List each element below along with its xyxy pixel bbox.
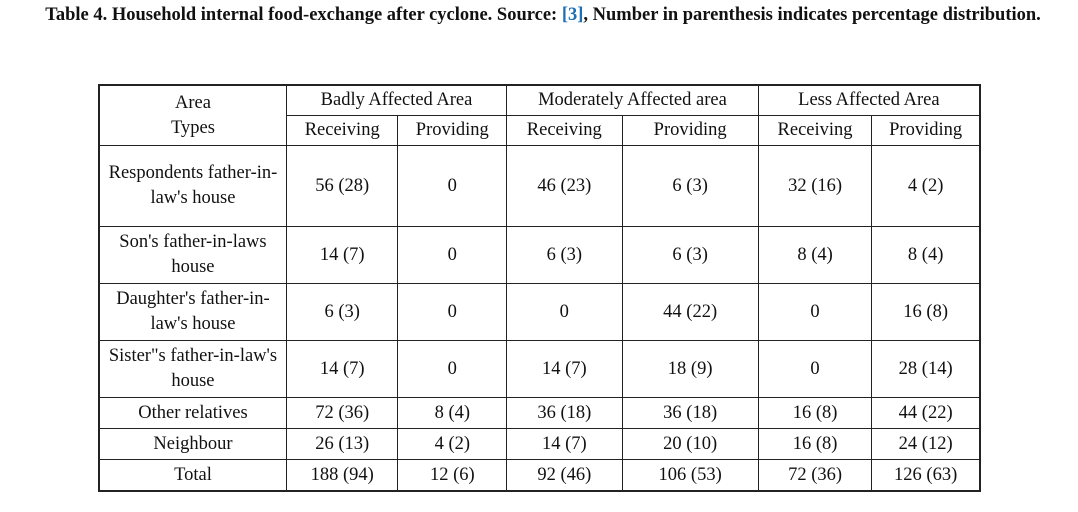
table-cell: 12 (6) (397, 459, 508, 492)
table-cell: 4 (2) (871, 145, 981, 227)
header-row-sub: Receiving Providing Receiving Providing … (99, 115, 981, 146)
table-cell: 0 (506, 283, 623, 341)
row-label: Son's father-in-laws house (98, 226, 287, 284)
subheader-cell: Receiving (285, 115, 399, 146)
table-cell: 0 (757, 340, 873, 398)
subheader-cell: Providing (397, 115, 508, 146)
table-cell: 6 (3) (621, 226, 759, 284)
table-cell: 20 (10) (621, 428, 759, 460)
subheader-cell: Receiving (506, 115, 623, 146)
group-header-badly: Badly Affected Area (285, 84, 508, 116)
table-cell: 16 (8) (757, 428, 873, 460)
table-row: Respondents father-in-law's house 56 (28… (98, 145, 981, 227)
table-cell: 72 (36) (757, 459, 873, 492)
group-header-moderately: Moderately Affected area (506, 84, 759, 116)
table-cell: 106 (53) (621, 459, 759, 492)
table-row: Other relatives 72 (36) 8 (4) 36 (18) 36… (98, 397, 981, 429)
table-cell: 28 (14) (871, 340, 981, 398)
area-header-line1: Area (174, 92, 211, 113)
row-label: Respondents father-in-law's house (98, 145, 287, 227)
group-header-less: Less Affected Area (757, 84, 981, 116)
table-cell: 0 (397, 226, 508, 284)
table-cell: 126 (63) (871, 459, 981, 492)
table-cell: 6 (3) (621, 145, 759, 227)
table-cell: 14 (7) (506, 340, 623, 398)
row-label: Total (98, 459, 287, 492)
table-cell: 56 (28) (285, 145, 399, 227)
table-cell: 16 (8) (871, 283, 981, 341)
row-label: Other relatives (98, 397, 287, 429)
table-row: Daughter's father-in-law's house 6 (3) 0… (98, 283, 981, 341)
table-cell: 0 (397, 145, 508, 227)
table-row-total: Total 188 (94) 12 (6) 92 (46) 106 (53) 7… (98, 459, 981, 492)
table-cell: 24 (12) (871, 428, 981, 460)
subheader-cell: Receiving (757, 115, 873, 146)
caption-prefix: Table 4. Household internal food-exchang… (45, 5, 562, 25)
table-cell: 72 (36) (285, 397, 399, 429)
table-cell: 0 (397, 340, 508, 398)
caption-suffix: , Number in parenthesis indicates percen… (583, 5, 1041, 25)
table-cell: 14 (7) (285, 340, 399, 398)
table-cell: 6 (3) (506, 226, 623, 284)
food-exchange-table: Area Types Badly Affected Area Moderatel… (98, 84, 981, 492)
table-cell: 44 (22) (871, 397, 981, 429)
subheader-cell: Providing (871, 115, 981, 146)
table-cell: 188 (94) (285, 459, 399, 492)
table-cell: 46 (23) (506, 145, 623, 227)
table-cell: 8 (4) (757, 226, 873, 284)
table-cell: 18 (9) (621, 340, 759, 398)
table-row: Neighbour 26 (13) 4 (2) 14 (7) 20 (10) 1… (98, 428, 981, 460)
header-row-groups: Area Types Badly Affected Area Moderatel… (98, 84, 981, 146)
row-label: Daughter's father-in-law's house (98, 283, 287, 341)
row-label: Sister"s father-in-law's house (98, 340, 287, 398)
table-cell: 0 (757, 283, 873, 341)
table-cell: 32 (16) (757, 145, 873, 227)
table-cell: 26 (13) (285, 428, 399, 460)
table-cell: 44 (22) (621, 283, 759, 341)
table-cell: 6 (3) (285, 283, 399, 341)
table-caption: Table 4. Household internal food-exchang… (10, 2, 1076, 29)
table-cell: 92 (46) (506, 459, 623, 492)
table-cell: 14 (7) (285, 226, 399, 284)
table-row: Sister"s father-in-law's house 14 (7) 0 … (98, 340, 981, 398)
table-cell: 4 (2) (397, 428, 508, 460)
table-cell: 0 (397, 283, 508, 341)
subheader-cell: Providing (621, 115, 759, 146)
table-cell: 8 (4) (871, 226, 981, 284)
area-header-line2: Types (170, 117, 215, 138)
table-row: Son's father-in-laws house 14 (7) 0 6 (3… (98, 226, 981, 284)
row-label: Neighbour (98, 428, 287, 460)
source-reference-link[interactable]: [3] (561, 5, 584, 25)
table-cell: 36 (18) (506, 397, 623, 429)
area-types-header: Area Types (98, 84, 287, 146)
table-cell: 8 (4) (397, 397, 508, 429)
table-cell: 36 (18) (621, 397, 759, 429)
table-cell: 16 (8) (757, 397, 873, 429)
table-cell: 14 (7) (506, 428, 623, 460)
